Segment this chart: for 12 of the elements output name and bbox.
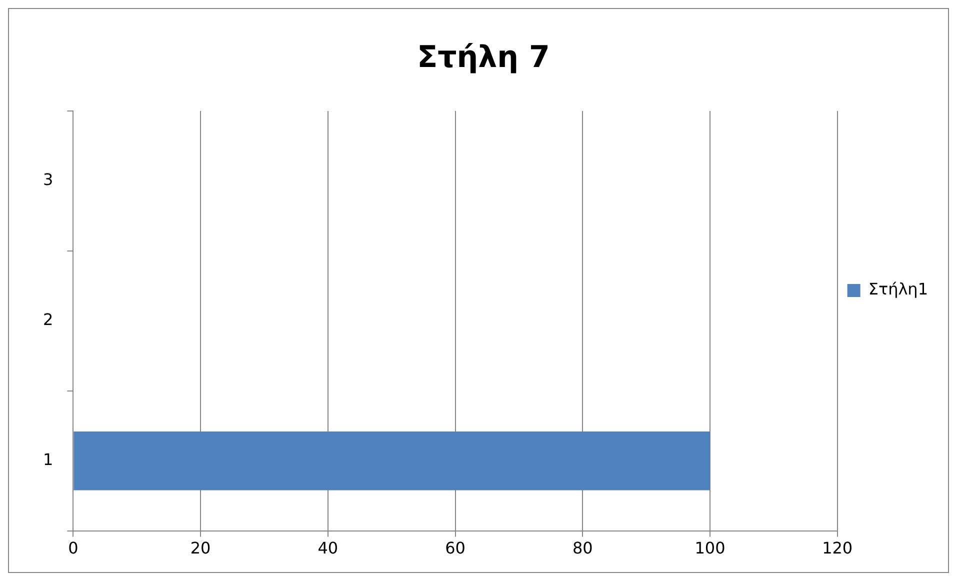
x-tick-label: 120 (822, 538, 853, 558)
x-tick-label: 100 (694, 538, 726, 558)
x-tick-label: 60 (445, 538, 466, 558)
x-tick-label: 40 (318, 538, 338, 558)
legend-label: Στήλη1 (868, 280, 928, 299)
x-tick-label: 80 (572, 538, 593, 558)
chart-title: Στήλη 7 (417, 40, 550, 75)
y-tick-label: 1 (42, 450, 54, 469)
y-tick-label: 3 (42, 170, 54, 190)
x-tick-label: 20 (190, 538, 211, 558)
y-tick-label: 2 (42, 310, 54, 330)
x-tick-label: 0 (68, 538, 78, 558)
